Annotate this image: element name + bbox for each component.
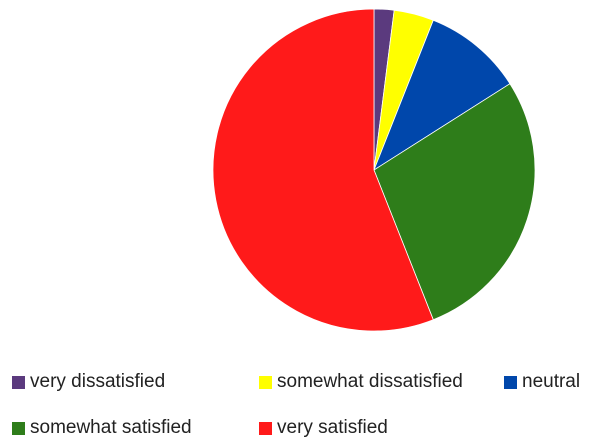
pie-chart [212, 8, 536, 332]
legend-label-neutral: neutral [522, 371, 581, 392]
legend-swatch-very-dissatisfied [12, 375, 25, 389]
legend-item-neutral: neutral [504, 371, 580, 393]
legend-label-very-dissatisfied: very dissatisfied [30, 371, 166, 392]
legend-swatch-somewhat-satisfied [12, 421, 25, 435]
legend-swatch-somewhat-dissatisfied [259, 375, 272, 389]
legend-label-very-satisfied: very satisfied [277, 417, 388, 438]
legend-label-somewhat-dissatisfied: somewhat dissatisfied [277, 371, 463, 392]
legend-item-somewhat-satisfied: somewhat satisfied [12, 417, 192, 439]
legend-item-somewhat-dissatisfied: somewhat dissatisfied [259, 371, 463, 393]
pie-slice-somewhat-satisfied [373, 83, 536, 321]
pie-slice-very-satisfied [212, 8, 434, 332]
legend-swatch-very-satisfied [259, 421, 272, 435]
legend-item-very-dissatisfied: very dissatisfied [12, 371, 165, 393]
legend-label-somewhat-satisfied: somewhat satisfied [30, 417, 192, 438]
legend-swatch-neutral [504, 375, 517, 389]
legend-item-very-satisfied: very satisfied [259, 417, 388, 439]
pie-slice-neutral [373, 19, 511, 171]
